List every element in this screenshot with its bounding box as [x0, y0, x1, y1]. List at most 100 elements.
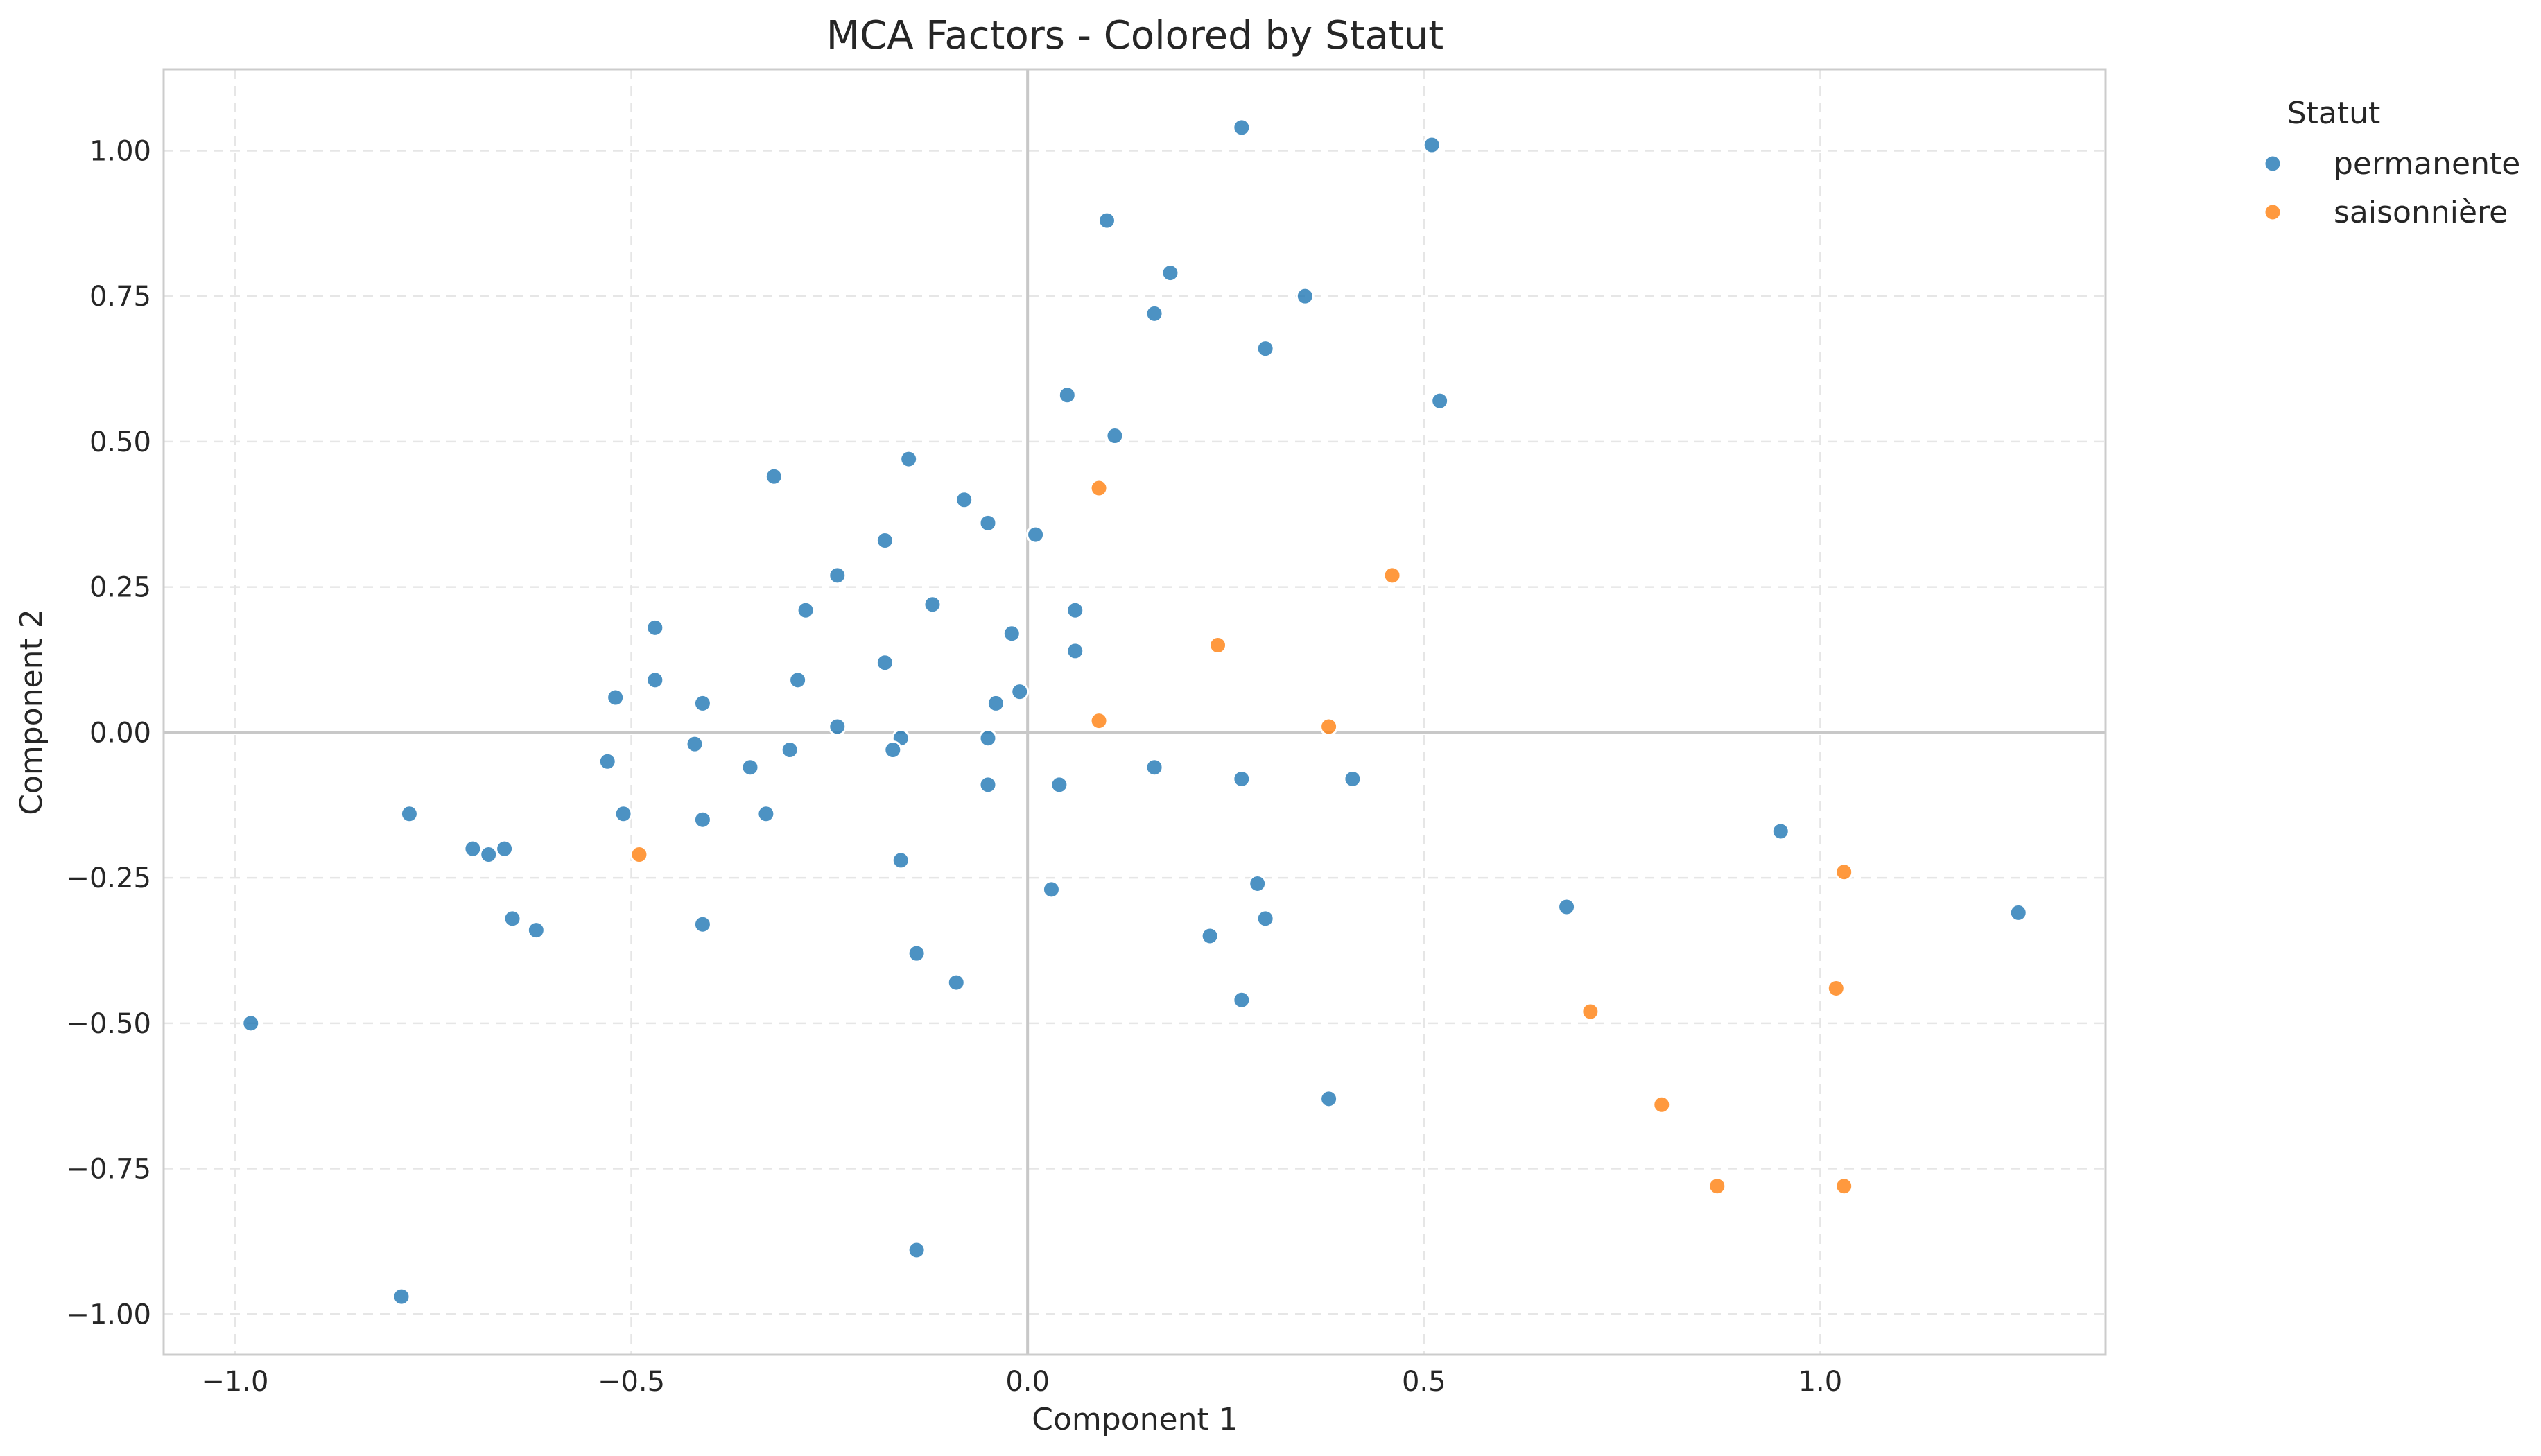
point-permanente [479, 845, 498, 865]
point-permanente [645, 670, 665, 690]
point-permanente [978, 729, 998, 748]
point-permanente [1002, 624, 1021, 643]
point-saisonniere [1089, 478, 1109, 498]
point-permanente [1295, 286, 1315, 306]
point-permanente [614, 804, 633, 824]
point-permanente [828, 717, 847, 736]
point-permanente [907, 1240, 926, 1260]
point-permanente [946, 973, 966, 992]
point-permanente [1422, 135, 1441, 155]
legend-marker-saisonniere [2263, 202, 2282, 222]
zero-reference-lines [164, 69, 2106, 1355]
point-permanente [1066, 600, 1085, 620]
point-permanente [875, 653, 894, 673]
point-permanente [399, 804, 419, 824]
point-saisonniere [630, 845, 649, 865]
x-tick-label: −1.0 [201, 1366, 268, 1398]
point-permanente [1097, 211, 1116, 230]
point-permanente [1050, 775, 1069, 795]
plot-frame [162, 68, 2107, 1356]
point-permanente [978, 513, 998, 532]
point-permanente [1256, 909, 1275, 928]
point-permanente [780, 740, 799, 760]
y-tick-label: −0.50 [66, 1008, 151, 1040]
point-permanente [1145, 758, 1164, 777]
point-permanente [503, 909, 522, 928]
point-permanente [1771, 822, 1790, 841]
point-saisonniere [1708, 1177, 1727, 1196]
point-permanente [392, 1287, 411, 1306]
point-permanente [1232, 118, 1251, 137]
point-permanente [955, 490, 974, 510]
y-tick-label: 0.50 [89, 426, 151, 458]
point-permanente [1557, 897, 1577, 917]
y-tick-label: −0.75 [66, 1154, 151, 1186]
point-permanente [1232, 769, 1251, 788]
point-permanente [1430, 391, 1450, 410]
point-permanente [764, 467, 783, 486]
point-permanente [495, 839, 514, 858]
x-axis-label: Component 1 [1032, 1402, 1238, 1437]
x-tick-label: 0.5 [1402, 1366, 1446, 1398]
point-saisonniere [1208, 636, 1228, 655]
point-permanente [1066, 641, 1085, 661]
y-tick-label: −1.00 [66, 1299, 151, 1331]
x-tick-labels: −1.0 −0.5 0.0 0.5 1.0 [201, 1366, 1842, 1398]
point-permanente [1232, 990, 1251, 1009]
point-permanente [463, 839, 483, 858]
point-saisonniere [1835, 863, 1854, 882]
point-permanente [907, 944, 926, 963]
legend-marker-permanente [2263, 154, 2282, 173]
point-permanente [828, 566, 847, 585]
point-permanente [1256, 339, 1275, 358]
point-permanente [2009, 903, 2028, 922]
point-permanente [1105, 426, 1125, 446]
point-permanente [693, 915, 712, 934]
point-permanente [899, 449, 919, 469]
point-permanente [598, 752, 617, 771]
point-permanente [875, 531, 894, 551]
point-saisonniere [1652, 1095, 1672, 1114]
point-permanente [978, 775, 998, 795]
point-permanente [1026, 525, 1046, 544]
point-permanente [740, 758, 760, 777]
point-saisonniere [1581, 1002, 1600, 1021]
point-permanente [796, 600, 815, 620]
point-permanente [1057, 385, 1077, 405]
point-permanente [1248, 874, 1267, 893]
point-permanente [1041, 880, 1061, 899]
data-points [241, 118, 2028, 1306]
point-saisonniere [1382, 566, 1402, 585]
point-permanente [693, 810, 712, 829]
legend-label-saisonniere: saisonnière [2334, 195, 2508, 230]
point-permanente [241, 1014, 261, 1033]
y-tick-label: 0.00 [89, 717, 151, 749]
legend: Statut permanente saisonnière [2263, 96, 2520, 230]
chart-title: MCA Factors - Colored by Statut [826, 13, 1443, 58]
point-saisonniere [1835, 1177, 1854, 1196]
y-tick-labels: −1.00 −0.75 −0.50 −0.25 0.00 0.25 0.50 0.75 1.00 [66, 135, 151, 1331]
point-permanente [1200, 926, 1220, 946]
grid-lines [164, 69, 2106, 1355]
point-permanente [788, 670, 808, 690]
point-permanente [526, 921, 546, 940]
point-permanente [645, 618, 665, 637]
point-permanente [986, 693, 1005, 713]
point-saisonniere [1089, 711, 1109, 731]
y-tick-label: −0.25 [66, 863, 151, 894]
point-permanente [756, 804, 776, 824]
legend-label-permanente: permanente [2334, 146, 2520, 182]
point-permanente [1343, 769, 1362, 788]
point-permanente [923, 595, 942, 614]
point-permanente [1161, 263, 1180, 283]
point-permanente [1145, 304, 1164, 323]
x-tick-label: 1.0 [1798, 1366, 1843, 1398]
y-tick-label: 0.75 [89, 281, 151, 313]
point-permanente [1010, 682, 1030, 702]
point-saisonniere [1826, 978, 1846, 998]
x-tick-label: 0.0 [1005, 1366, 1050, 1398]
point-permanente [606, 688, 625, 707]
point-permanente [693, 693, 712, 713]
point-permanente [685, 734, 704, 754]
